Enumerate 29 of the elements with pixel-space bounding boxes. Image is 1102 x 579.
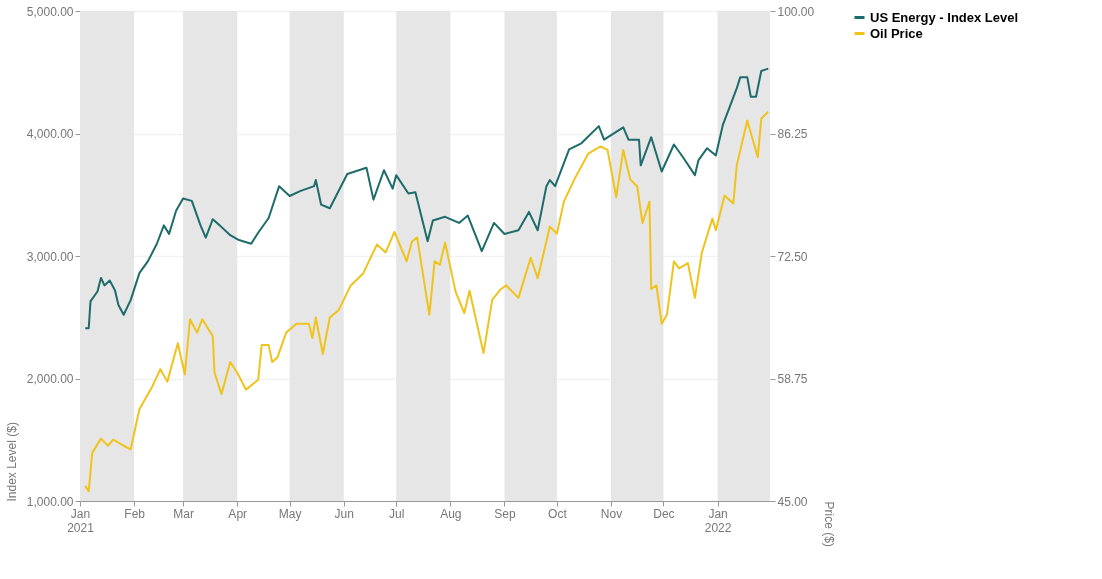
x-tick-label: Mar xyxy=(173,506,194,521)
x-tick-label: Jul xyxy=(389,506,405,521)
x-tick-label: Nov xyxy=(600,506,623,521)
x-tick-label: Aug xyxy=(440,506,462,521)
x-tick-label: Apr xyxy=(228,506,248,521)
y-tick-label: 2,000.00 xyxy=(26,372,74,386)
x-tick-label: May xyxy=(278,506,302,521)
x-tick-label: Jan 2021 xyxy=(67,506,95,535)
line-series xyxy=(84,67,770,330)
x-tick-label: Dec xyxy=(653,506,675,521)
x-tick-label: Jun xyxy=(334,506,354,521)
x-tick-label: Oct xyxy=(548,506,568,521)
y-tick-label: 4,000.00 xyxy=(26,127,74,141)
line-series xyxy=(84,110,770,493)
y-tick-label: 1,000.00 xyxy=(26,494,74,509)
y-tick-label: 3,000.00 xyxy=(26,249,74,264)
legend-label: Oil Price xyxy=(870,25,923,41)
x-tick-label: Sep xyxy=(494,506,516,521)
y2-tick-label: 58.75 xyxy=(777,372,808,386)
y-axis-title: Index Level ($) xyxy=(4,422,19,502)
y2-tick-label: 86.25 xyxy=(777,127,808,141)
y2-axis-title: Price ($) xyxy=(822,501,837,547)
y-tick-label: 5,000.00 xyxy=(26,4,74,19)
y2-tick-label: 100.00 xyxy=(777,4,815,19)
legend-label: US Energy - Index Level xyxy=(870,9,1019,25)
x-tick-label: Feb xyxy=(124,506,146,521)
x-tick-label: Jan 2022 xyxy=(704,506,732,535)
y2-tick-label: 45.00 xyxy=(777,494,808,509)
y2-tick-label: 72.50 xyxy=(777,249,808,264)
